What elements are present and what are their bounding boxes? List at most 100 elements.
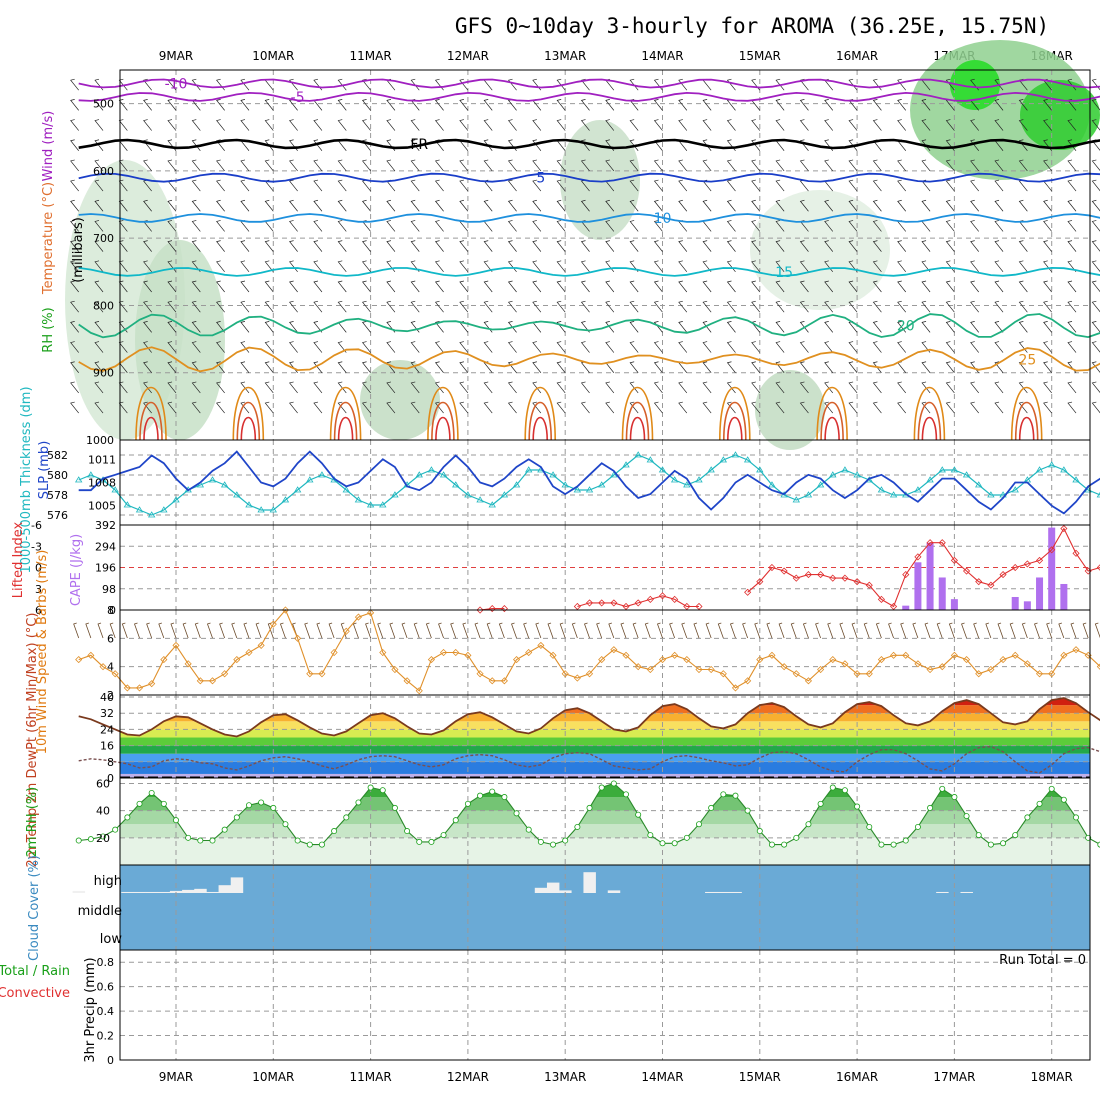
cloud-bar bbox=[936, 891, 949, 893]
rh-point bbox=[1060, 796, 1067, 803]
wind-barb bbox=[751, 78, 761, 91]
wind-barb bbox=[556, 240, 566, 252]
isotherm-loop bbox=[824, 416, 840, 441]
wind-barb bbox=[970, 119, 979, 131]
thickness-point bbox=[646, 456, 655, 463]
wind-barb bbox=[337, 280, 347, 293]
wind-barb bbox=[459, 280, 469, 293]
wind-barb bbox=[580, 341, 590, 353]
rh-point bbox=[927, 804, 934, 811]
wind-barb bbox=[945, 321, 955, 333]
wind-barb bbox=[240, 78, 250, 91]
wind-barb bbox=[897, 159, 907, 172]
wind-barb bbox=[1043, 361, 1052, 373]
wind-barb bbox=[872, 321, 882, 333]
wind-barb bbox=[994, 119, 1004, 131]
rh-point bbox=[781, 841, 788, 848]
surface-wind-barb bbox=[158, 622, 165, 639]
wind-barb bbox=[361, 321, 371, 333]
wind-barb bbox=[434, 179, 444, 192]
wind-speed-point bbox=[610, 646, 618, 654]
wind-barb bbox=[532, 220, 542, 232]
wind-barb bbox=[118, 99, 128, 111]
wind-barb bbox=[410, 139, 420, 151]
li-tick-label: -6 bbox=[31, 519, 42, 532]
isotherm-loop bbox=[333, 401, 358, 441]
wind-barb bbox=[1067, 220, 1077, 232]
wind-barb bbox=[70, 260, 79, 273]
wind-barb bbox=[702, 280, 712, 293]
li-axis-title: Lifted Index bbox=[11, 521, 26, 598]
wind-barb bbox=[824, 401, 834, 414]
thickness-point bbox=[269, 506, 278, 513]
wind-barb bbox=[605, 240, 615, 252]
cape-tick-label: 196 bbox=[95, 562, 116, 575]
wind-barb bbox=[94, 179, 104, 192]
rh-point bbox=[708, 804, 715, 811]
wind-barb bbox=[629, 220, 639, 232]
wind-barb bbox=[410, 280, 420, 293]
wind-barb bbox=[605, 381, 615, 394]
lifted-index-point bbox=[914, 553, 922, 561]
temp-band bbox=[120, 745, 1090, 754]
rh-point bbox=[343, 814, 350, 821]
wind-barb bbox=[191, 280, 201, 293]
cloud-bar bbox=[607, 890, 621, 893]
rh-point bbox=[197, 837, 204, 844]
wind-barb bbox=[507, 341, 517, 353]
wind-barb bbox=[507, 361, 517, 373]
wind-barb bbox=[824, 381, 834, 394]
wind-barb bbox=[337, 401, 347, 414]
wind-barb bbox=[264, 401, 274, 414]
surface-wind-barb bbox=[851, 622, 858, 639]
wind-barb bbox=[629, 78, 639, 91]
rh-shading bbox=[360, 360, 440, 440]
wind-barb bbox=[921, 260, 931, 273]
rh-point bbox=[866, 823, 873, 830]
wind-barb bbox=[994, 381, 1004, 394]
lifted-index-point bbox=[865, 581, 873, 589]
wind-barb bbox=[653, 401, 663, 414]
wind-speed-point bbox=[999, 656, 1007, 664]
wind-barb bbox=[726, 179, 736, 192]
pressure-tick-label: 600 bbox=[93, 165, 114, 178]
wind-barb bbox=[240, 240, 250, 252]
wind-barb bbox=[143, 361, 152, 373]
wind-barb bbox=[653, 381, 663, 394]
wind-barb bbox=[216, 240, 225, 252]
thickness-point bbox=[816, 481, 825, 488]
wind-barb bbox=[289, 321, 298, 333]
wind-barb bbox=[240, 280, 250, 293]
isotherm-loop bbox=[143, 416, 159, 441]
wind-barb bbox=[264, 119, 274, 131]
rh-point bbox=[258, 799, 265, 806]
wind-barb bbox=[289, 119, 298, 131]
thickness-point bbox=[573, 486, 582, 493]
wind-barb bbox=[118, 381, 128, 394]
rh-point bbox=[756, 828, 763, 835]
temp-band bbox=[120, 753, 1090, 762]
wind-speed-point bbox=[306, 670, 314, 678]
wind-barb bbox=[775, 361, 785, 373]
wind-barb bbox=[1091, 159, 1100, 172]
wind-barb bbox=[1067, 260, 1077, 273]
isotherm-label: -5 bbox=[291, 90, 305, 106]
wind-barb bbox=[945, 300, 955, 313]
wind-barb bbox=[848, 220, 858, 232]
temp-tick-label: 32 bbox=[100, 707, 114, 720]
rh-shading bbox=[755, 370, 825, 450]
wind-barb bbox=[313, 260, 323, 273]
wind-barb bbox=[751, 361, 761, 373]
wind-barb bbox=[799, 321, 809, 333]
temp-band bbox=[120, 698, 1090, 706]
wind-barb bbox=[434, 321, 444, 333]
wind-barb bbox=[264, 99, 274, 111]
wind-barb bbox=[945, 361, 955, 373]
date-label-top: 10MAR bbox=[252, 49, 294, 63]
rh-point bbox=[391, 804, 398, 811]
wind-speed-point bbox=[123, 684, 131, 692]
temp-band bbox=[120, 737, 1090, 746]
wind-speed-point bbox=[792, 670, 800, 678]
wind-barb bbox=[751, 139, 761, 151]
thickness-point bbox=[975, 481, 983, 488]
